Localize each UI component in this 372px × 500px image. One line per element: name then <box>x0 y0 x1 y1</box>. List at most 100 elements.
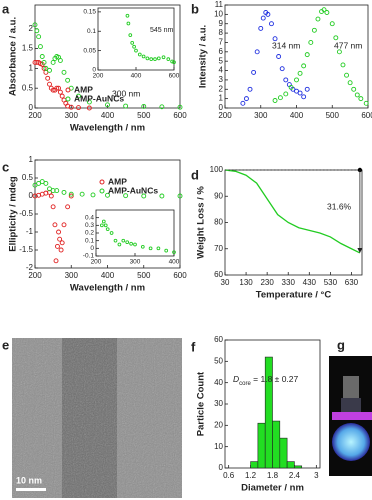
data-point <box>288 84 294 90</box>
y-tick-label: 10 <box>214 442 223 451</box>
data-point <box>304 52 310 58</box>
y-axis-title: Ellipticity / mdeg <box>8 176 19 252</box>
data-point <box>272 36 278 42</box>
y-tick-label: 1 <box>29 155 34 164</box>
data-point <box>123 103 129 109</box>
data-point <box>129 241 133 246</box>
x-tick-label: 300 <box>65 271 79 280</box>
y-tick-label: 0 <box>29 191 34 200</box>
data-point <box>149 57 154 61</box>
y-tick-label: 90 <box>214 191 223 200</box>
panel-label: b <box>191 1 199 16</box>
histogram-bar <box>250 461 259 469</box>
data-point <box>36 34 42 40</box>
data-point <box>354 92 360 98</box>
data-point <box>153 57 157 61</box>
data-point <box>311 27 317 33</box>
note-symbol: D <box>233 374 239 384</box>
data-point <box>58 247 64 253</box>
data-point <box>56 229 62 235</box>
note-subscript: core <box>239 381 251 387</box>
data-point <box>54 188 60 194</box>
arrow-head <box>357 247 363 253</box>
x-tick-label: 300 <box>65 111 79 120</box>
data-point <box>276 54 282 59</box>
x-tick-label: 0.6 <box>223 471 235 480</box>
y-tick-label: 5 <box>219 56 224 65</box>
data-point <box>61 189 67 195</box>
data-point <box>172 250 176 255</box>
y-tick-label: 0.15 <box>83 9 96 16</box>
x-tick-label: 400 <box>290 111 304 120</box>
y-tick-label: 60 <box>214 335 223 344</box>
annotation: 477 nm <box>334 40 362 50</box>
y-tick-label: 0.05 <box>83 47 96 54</box>
panel-label: c <box>2 159 9 174</box>
data-point <box>156 246 161 251</box>
y-tick-label: 2 <box>219 84 224 93</box>
data-point <box>347 80 353 86</box>
x-tick-label: 1.2 <box>245 471 257 480</box>
data-point <box>50 204 56 210</box>
data-point <box>308 40 314 45</box>
histogram-bar <box>279 437 288 469</box>
data-point <box>141 193 147 199</box>
x-tick-label: 300 <box>254 111 268 120</box>
data-point <box>101 219 106 224</box>
y-axis-title: Weight Loss / % <box>196 186 207 259</box>
y-tick-label: 8 <box>219 28 224 37</box>
y-tick-label: 0.5 <box>22 83 34 92</box>
x-tick-label: 600 <box>173 271 187 280</box>
y-tick-label: 0.1 <box>87 28 96 35</box>
data-point <box>47 67 52 73</box>
y-tick-label: 1 <box>219 94 224 103</box>
y-tick-label: 0 <box>219 103 224 112</box>
x-tick-label: 400 <box>131 73 142 80</box>
data-point <box>61 222 67 228</box>
data-point <box>294 77 299 83</box>
data-point <box>57 89 63 95</box>
y-tick-label: 0.1 <box>85 237 94 244</box>
data-point <box>53 258 59 264</box>
y-tick-label: 0 <box>29 103 34 112</box>
data-point <box>48 193 54 199</box>
purple-glow <box>332 412 372 420</box>
legend-label: AMP-AuNCs <box>74 93 124 103</box>
note-text: = 1.8 ± 0.27 <box>251 374 299 384</box>
data-point <box>47 81 52 87</box>
data-point <box>333 35 339 41</box>
annotation: 314 nm <box>272 40 300 50</box>
y-tick-label: 0.3 <box>85 222 94 229</box>
y-tick-label: -2 <box>26 263 34 272</box>
x-axis-title: Temperature / °C <box>256 290 332 301</box>
data-point <box>265 11 271 17</box>
data-point <box>125 13 130 18</box>
y-tick-label: 30 <box>214 399 223 408</box>
data-point <box>159 104 165 110</box>
data-point <box>68 193 74 199</box>
y-tick-label: 0 <box>219 463 224 472</box>
data-point <box>68 104 74 110</box>
data-point <box>260 15 266 21</box>
data-point <box>340 62 346 68</box>
data-point <box>324 10 330 15</box>
x-tick-label: 400 <box>101 271 115 280</box>
x-tick-label: 400 <box>101 111 115 120</box>
x-tick-label: 230 <box>260 278 274 287</box>
x-tick-label: 430 <box>303 278 317 287</box>
data-point <box>57 236 63 242</box>
data-point <box>277 95 283 101</box>
y-axis-title: Intensity / a.u. <box>198 25 209 88</box>
y-tick-label: 0.2 <box>85 230 94 237</box>
legend-marker <box>65 87 71 93</box>
x-axis-title: Wavelength / nm <box>70 123 145 134</box>
distribution-note: Dcore = 1.8 ± 0.27 <box>233 374 299 386</box>
y-tick-label: 0 <box>92 67 96 74</box>
data-point <box>301 63 307 69</box>
y-tick-label: 0.5 <box>22 173 34 182</box>
y-tick-label: 80 <box>214 218 223 227</box>
data-point <box>117 242 122 247</box>
data-point <box>79 191 85 197</box>
data-point <box>54 85 60 91</box>
